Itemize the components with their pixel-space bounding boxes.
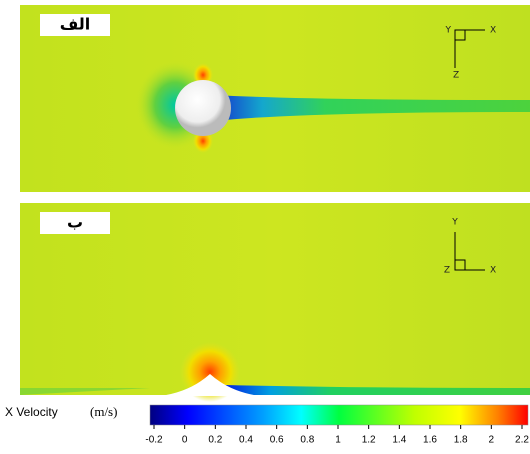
panel-label: ب bbox=[67, 213, 83, 232]
tick-label: 0 bbox=[182, 435, 188, 446]
wake bbox=[215, 95, 530, 121]
tick-label: 1.6 bbox=[423, 435, 437, 446]
colorbar-title: X Velocity bbox=[5, 405, 58, 419]
tick-label: 0.2 bbox=[208, 435, 222, 446]
label-box bbox=[40, 14, 110, 36]
sphere bbox=[175, 80, 231, 136]
axis-label: Y bbox=[445, 26, 452, 36]
tick-label: -0.2 bbox=[145, 435, 163, 446]
tick-label: 1.2 bbox=[362, 435, 376, 446]
axis-label: Z bbox=[453, 71, 459, 81]
tick-label: 0.8 bbox=[300, 435, 314, 446]
field bbox=[20, 203, 530, 395]
wake bbox=[225, 385, 530, 395]
axis-triad bbox=[454, 29, 485, 68]
boundary-layer bbox=[20, 388, 150, 395]
panel-a: الف Y X Z bbox=[20, 5, 530, 192]
panel-b: ب Y X Z bbox=[20, 203, 530, 402]
axis-triad bbox=[454, 232, 485, 271]
tick-label: 2.2 bbox=[515, 435, 529, 446]
axis-label: Z bbox=[444, 266, 450, 276]
colorbar-unit: (m/s) bbox=[90, 404, 117, 419]
bump bbox=[160, 374, 260, 396]
tick-label: 0.4 bbox=[239, 435, 253, 446]
label-box bbox=[40, 212, 110, 234]
axis-label: X bbox=[490, 266, 496, 276]
axis-label: Y bbox=[451, 218, 458, 228]
tick-label: 1 bbox=[335, 435, 341, 446]
colorbar: X Velocity (m/s) -0.2 0 0.2 0.4 0.6 0.8 1 1.2 1.… bbox=[5, 404, 529, 446]
axis-label: X bbox=[490, 26, 496, 36]
tick-label: 2 bbox=[489, 435, 495, 446]
tick-label: 1.4 bbox=[392, 435, 406, 446]
tick-label: 1.8 bbox=[454, 435, 468, 446]
panel-label: الف bbox=[60, 15, 91, 34]
tick-label: 0.6 bbox=[270, 435, 284, 446]
colorbar-ramp bbox=[149, 404, 529, 426]
